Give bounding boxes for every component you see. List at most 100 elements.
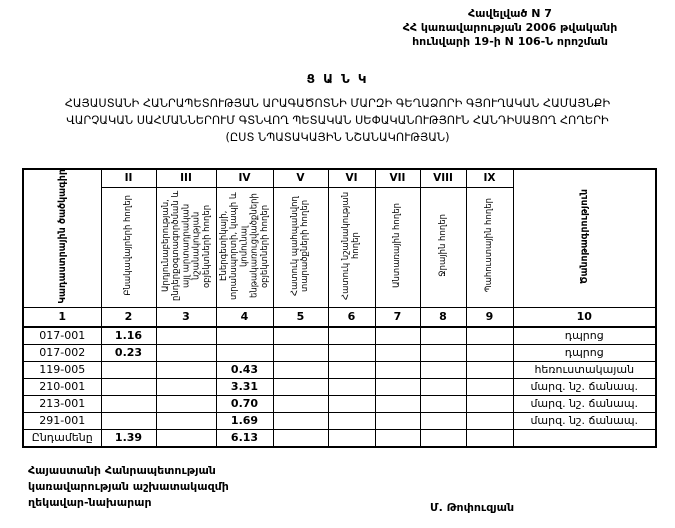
total-value-cell [374,428,421,448]
value-cell: 0.23 [100,343,157,362]
cadastre-header-cell: Կադաստրային ծածկագիր [22,168,102,308]
category-header-cell: Էներգետիկայի, տրանսպորտի, կապի և կոմունա… [215,186,274,308]
value-cell [327,411,376,430]
value-cell [419,394,467,413]
value-cell [100,411,157,430]
value-cell [465,411,514,430]
value-cell [155,360,217,379]
value-cell: 1.69 [215,411,274,430]
total-value-cell [272,428,329,448]
table-header-categories-row: Բնակավայրերի հողեր Արդյունաբերության, ըն… [23,186,656,308]
value-cell [374,394,421,413]
table-row: 017-001 1.16 դպրոց [22,326,657,345]
value-cell [272,360,329,379]
title-block: Ց Ա Ն Կ ՀԱՅԱՍՏԱՆԻ ՀԱՆՐԱՊԵՏՈՒԹՅԱՆ ԱՐԱԳԱԾՈ… [0,72,675,146]
value-cell [419,326,467,345]
appendix-header: Հավելված N 7 ՀՀ կառավարության 2006 թվակա… [350,7,670,49]
column-number-cell: 2 [100,306,157,328]
title-line: (ԸՍՏ ՆՊԱՏԱԿԱՅԻՆ ՆՇԱՆԱԿՈՒԹՅԱՆ) [225,131,450,144]
cadastre-header-label: Կադաստրային ծածկագիր [56,169,68,305]
column-number-cell: 6 [327,306,376,328]
table-row: 017-002 0.23 դպրոց [22,343,657,362]
total-value-cell [419,428,467,448]
column-number-cell: 4 [215,306,274,328]
value-cell [465,360,514,379]
category-header-cell: Պահուստային հողեր [465,186,514,308]
signatory-title-block: Հայաստանի Հանրապետության կառավարության ա… [28,463,229,511]
value-cell: 0.70 [215,394,274,413]
numeral-cell: IX [465,168,514,188]
value-cell [327,394,376,413]
value-cell [327,377,376,396]
value-cell [100,377,157,396]
numeral-cell: V [272,168,329,188]
note-cell: մարզ. նշ. ճանապ. [512,394,657,413]
numeral-cell: II [100,168,157,188]
category-header-label: Բնակավայրերի հողեր [123,195,134,296]
total-value-cell: 6.13 [215,428,274,448]
category-header-cell: Անտառային հողեր [374,186,421,308]
signature-name: Մ. Թոփուզյան [430,501,515,514]
total-label-cell: Ընդամենը [22,428,102,448]
table-header-numerals-row: Կադաստրային ծածկագիր II III IV V VI VII … [22,168,657,308]
category-header-label: Էներգետիկայի, տրանսպորտի, կապի և կոմունա… [219,191,270,300]
parcel-code-cell: 291-001 [22,411,102,430]
column-number-cell: 7 [374,306,421,328]
value-cell [272,411,329,430]
column-number-cell: 1 [22,306,102,328]
value-cell [374,360,421,379]
numeral-cell: IV [215,168,274,188]
total-value-cell [327,428,376,448]
value-cell [465,377,514,396]
value-cell [100,394,157,413]
value-cell [155,377,217,396]
value-cell [215,326,274,345]
table-row: 210-001 3.31 մարզ. նշ. ճանապ. [22,377,657,396]
category-header-cell: Բնակավայրերի հողեր [100,186,157,308]
column-numbers-row: 1 2 3 4 5 6 7 8 9 10 [22,306,657,328]
total-value-cell [155,428,217,448]
title-line: ՀԱՅԱՍՏԱՆԻ ՀԱՆՐԱՊԵՏՈՒԹՅԱՆ ԱՐԱԳԱԾՈՏՆԻ ՄԱՐԶ… [64,97,611,110]
note-cell: դպրոց [512,343,657,362]
notes-header-cell: Ծանոթագրություն [512,168,657,308]
value-cell [272,326,329,345]
value-cell [419,360,467,379]
signatory-title-line: ղեկավար-նախարար [28,496,152,509]
category-header-label: Ջրային հողեր [437,214,448,277]
column-number-cell: 10 [512,306,657,328]
appendix-line: Հավելված N 7 [468,7,552,20]
value-cell [327,326,376,345]
value-cell [100,360,157,379]
value-cell [155,411,217,430]
note-cell: հեռուստակայան [512,360,657,379]
note-cell: մարզ. նշ. ճանապ. [512,411,657,430]
value-cell [419,377,467,396]
value-cell [374,377,421,396]
column-number-cell: 9 [465,306,514,328]
column-number-cell: 3 [155,306,217,328]
value-cell [374,326,421,345]
notes-header-label: Ծանոթագրություն [578,189,590,285]
signatory-title-line: Հայաստանի Հանրապետության [28,464,216,477]
category-header-cell: Հատուկ նշանակության հողեր [327,186,376,308]
parcel-code-cell: 210-001 [22,377,102,396]
parcel-code-cell: 119-005 [22,360,102,379]
value-cell [419,343,467,362]
value-cell [155,394,217,413]
column-number-cell: 5 [272,306,329,328]
category-header-label: Արդյունաբերության, ընդերքօգտագործման և ա… [160,190,212,301]
numeral-cell: VI [327,168,376,188]
value-cell [374,343,421,362]
parcel-code-cell: 017-002 [22,343,102,362]
value-cell [272,394,329,413]
column-number-cell: 8 [419,306,467,328]
category-header-cell: Հատուկ պահպանվող տարածքների հողեր [272,186,329,308]
document-heading: Ց Ա Ն Կ [306,72,369,86]
value-cell [327,360,376,379]
category-header-label: Հատուկ նշանակության հողեր [341,191,362,300]
total-value-cell [465,428,514,448]
land-parcels-table: Կադաստրային ծածկագիր II III IV V VI VII … [22,168,657,448]
value-cell [215,343,274,362]
total-note-cell [512,428,657,448]
